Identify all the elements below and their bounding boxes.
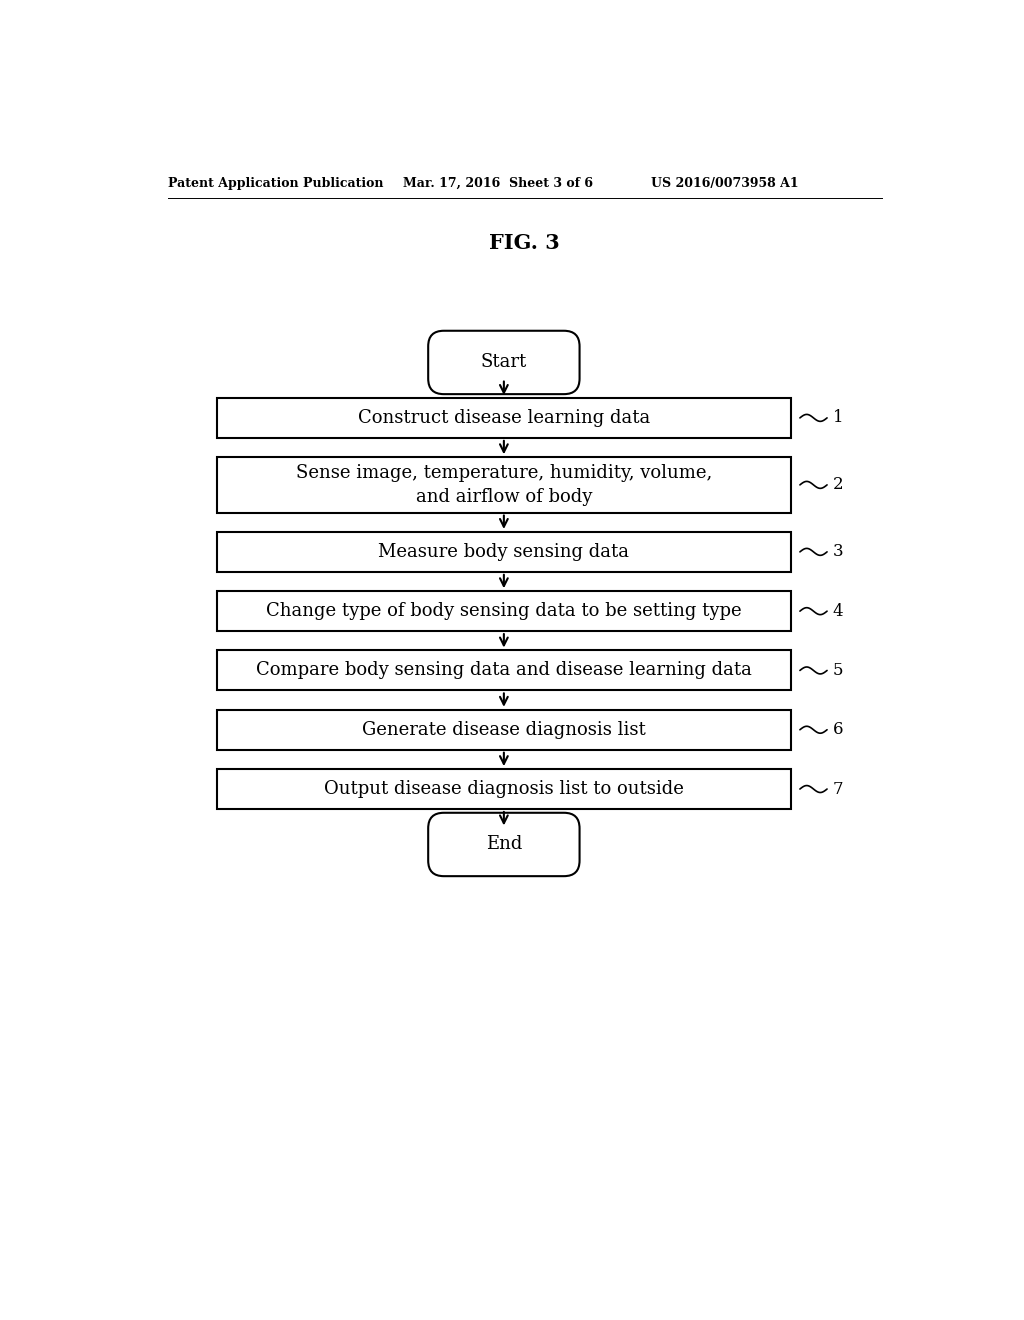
Bar [217, 457, 791, 512]
Text: Measure body sensing data: Measure body sensing data [379, 543, 630, 561]
Text: 7: 7 [833, 780, 843, 797]
Text: Output disease diagnosis list to outside: Output disease diagnosis list to outside [324, 780, 684, 799]
Text: 6: 6 [833, 721, 843, 738]
Bar [217, 770, 791, 809]
Text: End: End [485, 836, 522, 854]
Text: US 2016/0073958 A1: US 2016/0073958 A1 [651, 177, 799, 190]
Bar [217, 532, 791, 572]
FancyBboxPatch shape [428, 331, 580, 395]
Text: 4: 4 [833, 603, 843, 619]
Bar [217, 591, 791, 631]
Text: Start: Start [480, 354, 527, 371]
Text: 1: 1 [833, 409, 843, 426]
Text: Patent Application Publication: Patent Application Publication [168, 177, 384, 190]
Text: Construct disease learning data: Construct disease learning data [357, 409, 650, 426]
Bar [217, 397, 791, 438]
Text: 5: 5 [833, 661, 843, 678]
Text: Mar. 17, 2016  Sheet 3 of 6: Mar. 17, 2016 Sheet 3 of 6 [403, 177, 593, 190]
Text: Compare body sensing data and disease learning data: Compare body sensing data and disease le… [256, 661, 752, 680]
Text: Sense image, temperature, humidity, volume,
and airflow of body: Sense image, temperature, humidity, volu… [296, 465, 712, 506]
Text: FIG. 3: FIG. 3 [489, 234, 560, 253]
Text: Change type of body sensing data to be setting type: Change type of body sensing data to be s… [266, 602, 741, 620]
FancyBboxPatch shape [428, 813, 580, 876]
Text: 2: 2 [833, 477, 843, 494]
Bar [217, 651, 791, 690]
Text: Generate disease diagnosis list: Generate disease diagnosis list [362, 721, 646, 739]
Text: 3: 3 [833, 544, 843, 561]
Bar [217, 710, 791, 750]
